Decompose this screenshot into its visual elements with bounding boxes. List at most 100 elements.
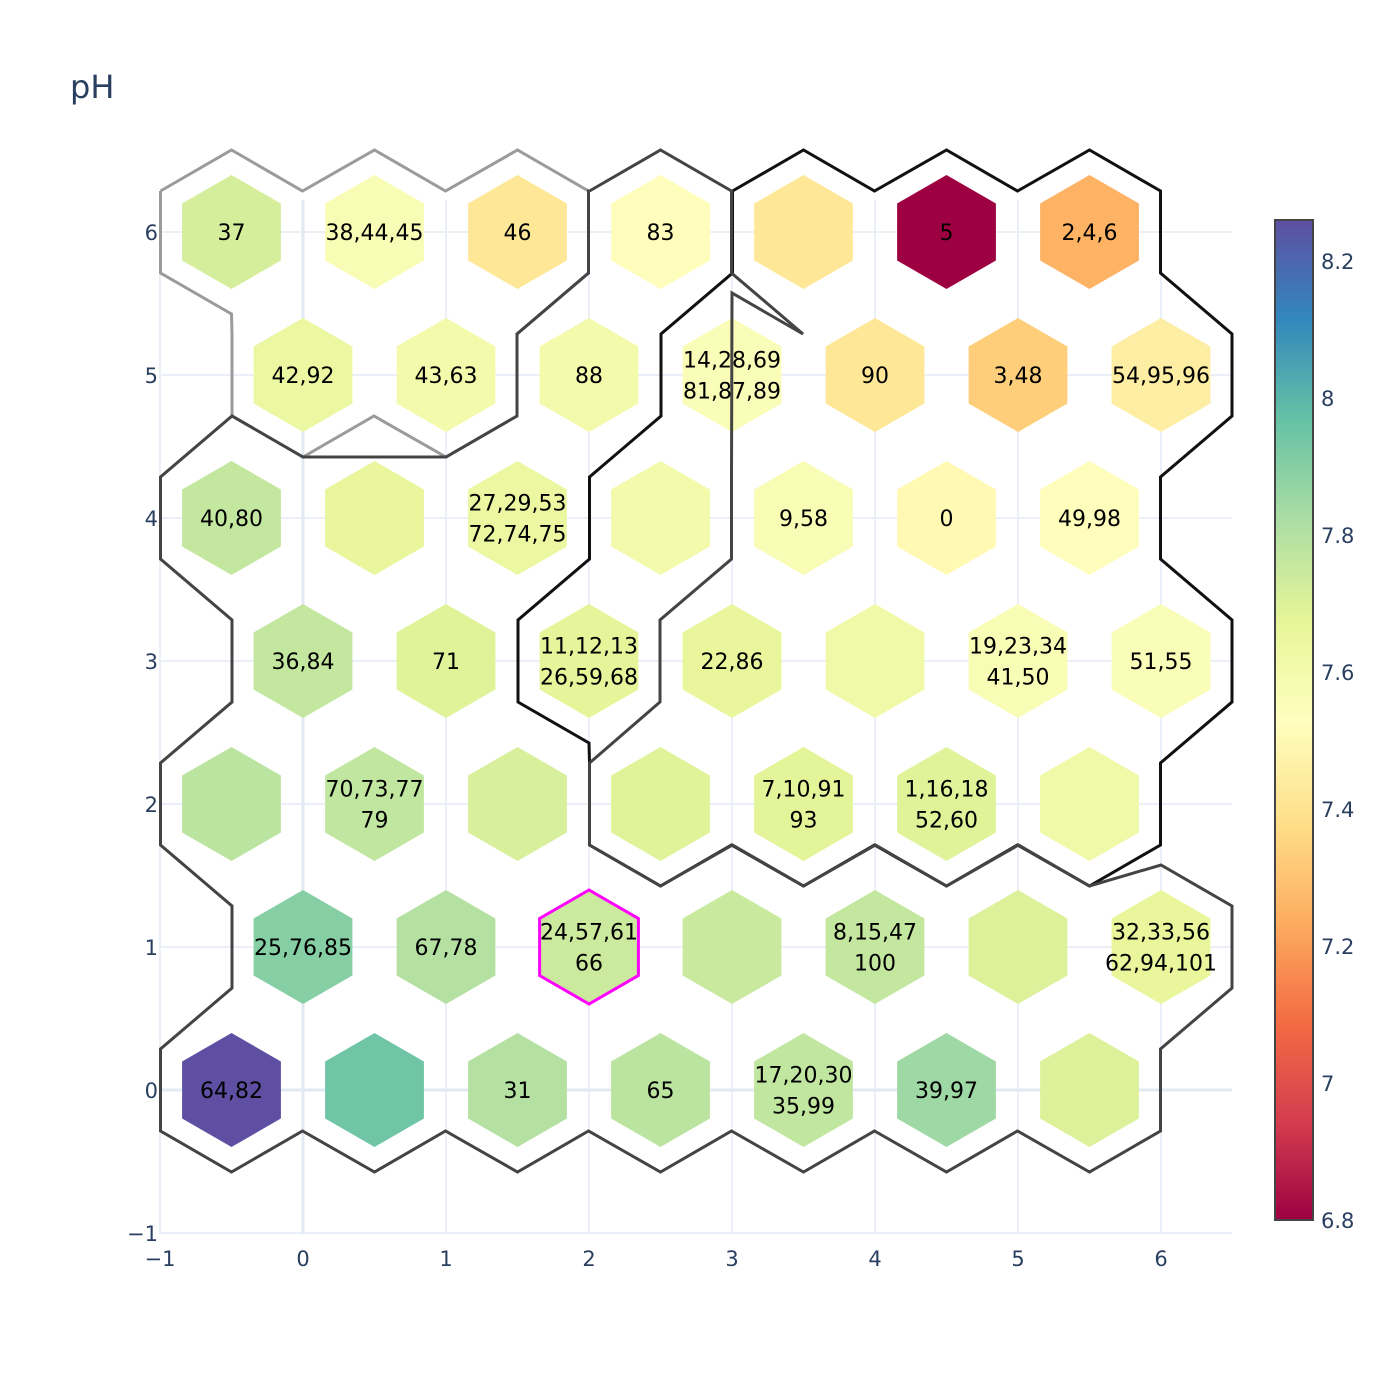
hex-cell — [897, 175, 996, 289]
chart-title: pH — [70, 68, 115, 106]
hex-cell — [611, 175, 710, 289]
cell-label: 100 — [854, 952, 896, 977]
hex-cell — [1040, 461, 1139, 575]
cell-label: 26,59,68 — [540, 666, 638, 691]
hex-cell — [1040, 1033, 1139, 1147]
colorbar-tick-label: 7.8 — [1321, 524, 1354, 548]
hex-cell — [1040, 175, 1139, 289]
cell-labels: 64,82 31 65 17,20,30 35,99 39,97 25,76,85 67,78… — [200, 221, 1217, 1120]
hex-cell — [825, 890, 925, 1004]
hex-cell — [396, 890, 496, 1004]
cell-label: 32,33,56 — [1112, 921, 1210, 946]
hex-cell — [325, 747, 424, 861]
y-tick-label: −1 — [127, 1222, 158, 1246]
cell-label: 93 — [790, 809, 818, 834]
hex-cell — [182, 461, 281, 575]
cell-label: 19,23,34 — [969, 635, 1067, 660]
cell-label: 17,20,30 — [755, 1064, 853, 1089]
hex-cell — [825, 604, 925, 718]
hex-cell — [968, 604, 1068, 718]
cell-label: 49,98 — [1058, 507, 1121, 532]
cell-label: 43,63 — [415, 364, 478, 389]
colorbar-tick-label: 8.2 — [1321, 250, 1354, 274]
hex-cell — [611, 747, 710, 861]
cell-label: 37 — [218, 221, 246, 246]
cluster-outline-dark — [159, 148, 1234, 1174]
cell-label: 54,95,96 — [1112, 364, 1210, 389]
colorbar-tick-label: 7.6 — [1321, 661, 1354, 685]
cell-label: 65 — [647, 1079, 675, 1104]
hex-cell — [754, 1033, 853, 1147]
cell-label: 8,15,47 — [833, 921, 917, 946]
cell-label: 40,80 — [200, 507, 263, 532]
cell-label: 72,74,75 — [469, 523, 567, 548]
colorbar-tick-label: 8 — [1321, 387, 1334, 411]
cell-label: 36,84 — [272, 650, 335, 675]
colorbar-tick-label: 7.4 — [1321, 798, 1354, 822]
hex-cell — [1111, 604, 1211, 718]
cell-label: 52,60 — [915, 809, 978, 834]
hex-cell — [253, 604, 353, 718]
colorbar-tick-label: 7.2 — [1321, 935, 1354, 959]
cell-label: 3,48 — [994, 364, 1043, 389]
cell-label: 90 — [861, 364, 889, 389]
hex-cell — [611, 461, 710, 575]
hex-cell — [396, 604, 496, 718]
cell-label: 42,92 — [272, 364, 335, 389]
cell-label: 64,82 — [200, 1079, 263, 1104]
hex-cell — [897, 1033, 996, 1147]
hex-cell — [825, 318, 925, 432]
y-tick-label: 2 — [145, 793, 158, 817]
x-tick-label: 2 — [582, 1247, 595, 1271]
cell-label: 27,29,53 — [469, 492, 567, 517]
colorbar-tick-label: 7 — [1321, 1072, 1334, 1096]
hex-cell — [539, 318, 639, 432]
cell-label: 7,10,91 — [762, 778, 846, 803]
cell-label: 66 — [575, 952, 603, 977]
hex-cell — [182, 175, 281, 289]
cell-label: 81,87,89 — [683, 380, 781, 405]
hex-cell — [182, 1033, 281, 1147]
y-tick-label: 1 — [145, 936, 158, 960]
cluster-outlines — [159, 148, 1234, 1174]
hex-cell — [253, 890, 353, 1004]
cell-label: 11,12,13 — [540, 635, 638, 660]
hex-cell — [968, 890, 1068, 1004]
cell-label: 70,73,77 — [326, 778, 424, 803]
hex-cell — [539, 604, 639, 718]
x-tick-label: 0 — [296, 1247, 309, 1271]
hex-cell — [253, 318, 353, 432]
colorbar-tick-label: 6.8 — [1321, 1209, 1354, 1233]
cell-label: 83 — [647, 221, 675, 246]
hex-cell — [325, 461, 424, 575]
colorbar: 6.8 7 7.2 7.4 7.6 7.8 8 8.2 — [1274, 219, 1354, 1233]
y-tick-label: 6 — [145, 221, 158, 245]
axis-ticks: −1 0 1 2 3 4 5 6 −1 0 1 2 3 4 5 6 — [127, 221, 1168, 1271]
cell-label: 62,94,101 — [1105, 952, 1217, 977]
hex-cell — [611, 1033, 710, 1147]
hex-cell — [682, 890, 782, 1004]
hex-cell — [754, 175, 853, 289]
hex-cell — [968, 318, 1068, 432]
x-tick-label: −1 — [145, 1247, 176, 1271]
hex-cell — [897, 747, 996, 861]
hex-cell — [325, 1033, 424, 1147]
cell-label: 71 — [432, 650, 460, 675]
x-tick-label: 6 — [1154, 1247, 1167, 1271]
x-tick-label: 1 — [439, 1247, 452, 1271]
hex-cell — [682, 604, 782, 718]
cell-label: 31 — [504, 1079, 532, 1104]
hex-cell — [754, 461, 853, 575]
cell-label: 79 — [361, 809, 389, 834]
cell-label: 39,97 — [915, 1079, 978, 1104]
hex-cell — [468, 461, 567, 575]
cell-label: 5 — [940, 221, 954, 246]
cell-label: 88 — [575, 364, 603, 389]
hex-cell — [897, 461, 996, 575]
cell-label: 2,4,6 — [1062, 221, 1118, 246]
y-tick-label: 3 — [145, 650, 158, 674]
cell-label: 22,86 — [701, 650, 764, 675]
y-tick-label: 5 — [145, 364, 158, 388]
hex-cell — [396, 318, 496, 432]
